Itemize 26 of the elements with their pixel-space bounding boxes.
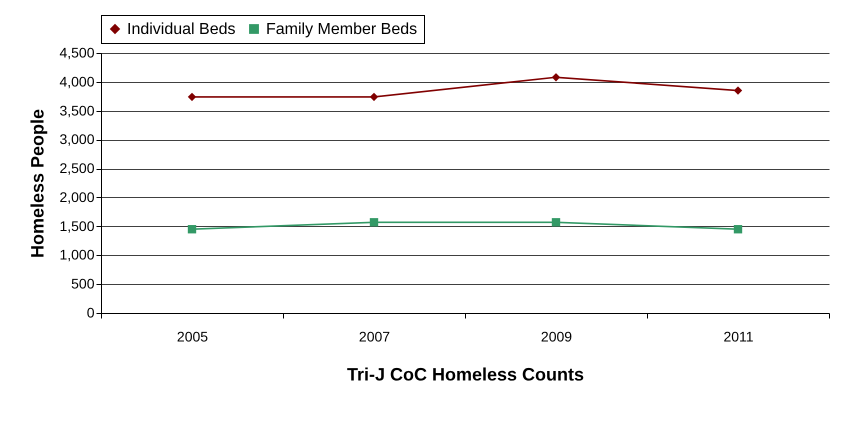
point (188, 92, 196, 102)
point (370, 218, 378, 226)
legend-label: Family Member Beds (266, 21, 418, 38)
y-tick-label: 0 (86, 304, 95, 320)
y-tick-label: 4,000 (59, 73, 95, 90)
y-tick-label: 3,000 (59, 131, 95, 148)
point (370, 92, 378, 102)
y-tick-label: 1,000 (59, 246, 95, 263)
legend-label: Individual Beds (127, 21, 236, 38)
x-tick-label: 2011 (723, 328, 754, 344)
y-tick-label: 500 (71, 276, 95, 292)
point (734, 86, 742, 95)
y-tick-label: 2,500 (59, 160, 95, 176)
y-tick-label: 3,500 (59, 102, 95, 118)
y-axis-title: Homeless People (27, 108, 48, 258)
x-tick-label: 2007 (358, 328, 390, 344)
x-tick-label: 2005 (176, 328, 208, 344)
x-axis-title: Tri-J CoC Homeless Counts (346, 364, 584, 384)
point (552, 73, 560, 82)
y-tick-label: 4,500 (59, 44, 95, 60)
point (188, 225, 196, 234)
point (734, 225, 742, 234)
y-tick-label: 2,000 (59, 188, 95, 205)
y-tick-label: 1,500 (59, 218, 95, 234)
x-tick-label: 2009 (540, 328, 572, 344)
point (552, 218, 560, 226)
